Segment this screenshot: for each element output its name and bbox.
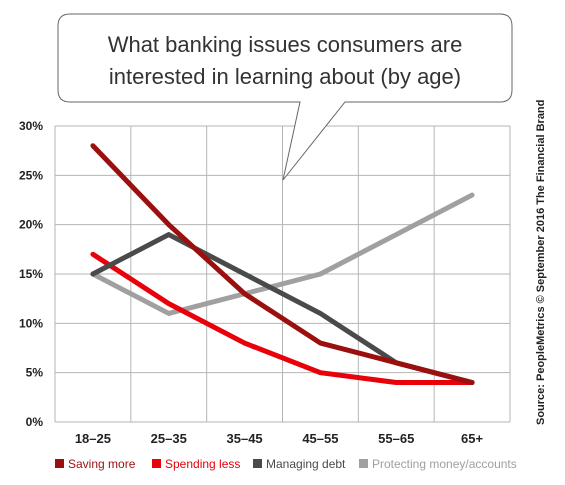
legend-swatch	[359, 459, 368, 468]
legend-swatch	[253, 459, 262, 468]
x-tick-label: 55–65	[378, 431, 414, 446]
legend: Saving more Spending less Managing debt Pro…	[55, 457, 517, 471]
x-axis-ticks: 18–25 25–35 35–45 45–55 55–65 65+	[75, 431, 484, 446]
legend-item: Managing debt	[253, 457, 346, 471]
y-tick-label: 25%	[19, 168, 43, 182]
series-lines	[90, 143, 475, 386]
y-tick-label: 20%	[19, 218, 43, 232]
y-tick-label: 30%	[19, 119, 43, 133]
legend-label: Spending less	[165, 457, 240, 471]
legend-item: Saving more	[55, 457, 136, 471]
y-tick-label: 5%	[26, 366, 44, 380]
title-callout-bubble	[57, 13, 513, 181]
legend-label: Managing debt	[266, 457, 346, 471]
y-tick-label: 15%	[19, 267, 43, 281]
series-line-protecting-money-accounts	[90, 192, 475, 316]
x-tick-label: 45–55	[302, 431, 338, 446]
legend-item: Spending less	[152, 457, 240, 471]
chart-title-line-1: What banking issues consumers are	[108, 32, 463, 57]
legend-swatch	[152, 459, 161, 468]
legend-label: Saving more	[68, 457, 136, 471]
legend-swatch	[55, 459, 64, 468]
legend-label: Protecting money/accounts	[372, 457, 517, 471]
x-tick-label: 18–25	[75, 431, 111, 446]
x-tick-label: 25–35	[151, 431, 187, 446]
source-note: Source: PeopleMetrics © September 2016 T…	[535, 100, 547, 425]
y-tick-label: 0%	[26, 415, 44, 429]
x-tick-label: 65+	[461, 431, 483, 446]
series-line-saving-more	[90, 143, 475, 386]
legend-item: Protecting money/accounts	[359, 457, 517, 471]
x-tick-label: 35–45	[227, 431, 263, 446]
series-line-spending-less	[90, 251, 475, 386]
y-axis-ticks: 0% 5% 10% 15% 20% 25% 30%	[19, 119, 43, 429]
chart-title-line-2: interested in learning about (by age)	[109, 64, 461, 89]
y-tick-label: 10%	[19, 316, 43, 330]
